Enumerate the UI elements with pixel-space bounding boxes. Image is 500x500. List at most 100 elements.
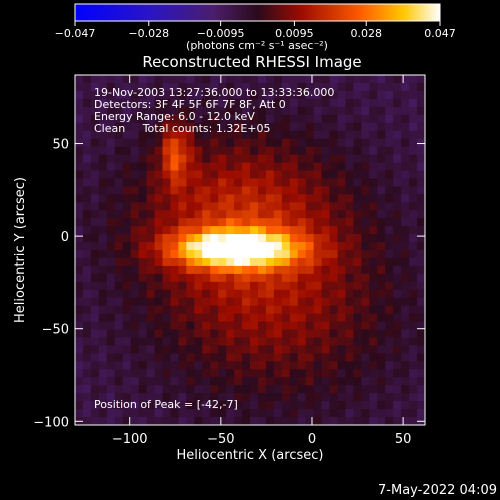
heatmap-cell xyxy=(194,329,203,338)
heatmap-cell xyxy=(98,321,108,330)
heatmap-cell xyxy=(194,186,203,195)
heatmap-cell xyxy=(257,281,267,291)
heatmap-cell xyxy=(186,98,195,108)
heatmap-cell xyxy=(369,210,378,219)
heatmap-cell xyxy=(257,313,267,322)
heatmap-cell xyxy=(106,146,116,155)
heatmap-cell xyxy=(146,226,155,235)
heatmap-cell xyxy=(265,409,275,418)
heatmap-cell xyxy=(154,305,163,315)
heatmap-cell xyxy=(345,313,354,322)
heatmap-cell xyxy=(146,250,155,259)
heatmap-cell xyxy=(289,369,299,378)
heatmap-cell xyxy=(114,265,124,275)
heatmap-cell xyxy=(345,122,354,132)
heatmap-cell xyxy=(234,385,243,394)
heatmap-cell xyxy=(393,345,402,354)
heatmap-cell xyxy=(361,361,370,370)
heatmap-cell xyxy=(353,194,362,203)
heatmap-cell xyxy=(337,154,346,163)
heatmap-cell xyxy=(130,393,140,402)
heatmap-cell xyxy=(218,329,227,338)
heatmap-cell xyxy=(106,345,116,354)
heatmap-cell xyxy=(393,194,402,203)
heatmap-cell xyxy=(417,106,426,116)
heatmap-cell xyxy=(138,138,147,147)
heatmap-cell xyxy=(409,162,418,171)
heatmap-cell xyxy=(194,210,203,219)
heatmap-cell xyxy=(186,170,195,179)
heatmap-cell xyxy=(82,194,92,203)
heatmap-cell xyxy=(122,98,132,108)
heatmap-cell xyxy=(393,210,402,219)
heatmap-cell xyxy=(130,369,140,378)
heatmap-cell xyxy=(281,82,291,92)
heatmap-cell xyxy=(170,377,179,386)
heatmap-cell xyxy=(202,305,211,315)
heatmap-cell xyxy=(226,186,235,195)
heatmap-cell xyxy=(257,377,267,386)
heatmap-cell xyxy=(281,361,291,370)
heatmap-cell xyxy=(178,130,187,140)
heatmap-cell xyxy=(234,106,243,116)
heatmap-cell xyxy=(409,154,418,163)
heatmap-cell xyxy=(138,146,147,155)
heatmap-cell xyxy=(218,369,227,378)
heatmap-cell xyxy=(273,401,283,410)
heatmap-cell xyxy=(409,90,418,100)
heatmap-cell xyxy=(257,146,267,155)
heatmap-cell xyxy=(393,218,402,227)
heatmap-cell xyxy=(377,202,386,211)
heatmap-cell xyxy=(130,289,140,299)
heatmap-cell xyxy=(369,393,378,402)
heatmap-cell xyxy=(138,114,147,124)
heatmap-cell xyxy=(82,122,92,132)
heatmap-cell xyxy=(218,297,227,307)
heatmap-cell xyxy=(250,345,259,354)
heatmap-cell xyxy=(194,82,203,92)
heatmap-cell xyxy=(250,313,259,322)
heatmap-cell xyxy=(98,210,108,219)
heatmap-cell xyxy=(257,242,267,251)
heatmap-cell xyxy=(82,114,92,124)
heatmap-cell xyxy=(218,162,227,171)
heatmap-cell xyxy=(385,297,394,307)
heatmap-cell xyxy=(98,218,108,227)
heatmap-cell xyxy=(138,178,147,187)
heatmap-cell xyxy=(369,289,378,299)
heatmap-cell xyxy=(122,377,132,386)
heatmap-cell xyxy=(289,297,299,307)
heatmap-cell xyxy=(297,186,307,195)
heatmap-cell xyxy=(122,265,132,275)
heatmap-cell xyxy=(114,194,124,203)
heatmap-cell xyxy=(106,98,116,108)
heatmap-cell xyxy=(138,250,147,259)
heatmap-cell xyxy=(329,321,338,330)
heatmap-cell xyxy=(130,353,140,362)
heatmap-cell xyxy=(234,82,243,92)
heatmap-cell xyxy=(265,305,275,315)
heatmap-cell xyxy=(210,393,219,402)
heatmap-cell xyxy=(313,162,322,171)
heatmap-cell xyxy=(305,242,315,251)
heatmap-cell xyxy=(242,329,251,338)
heatmap-cell xyxy=(297,369,307,378)
colorbar-tick-label: −0.028 xyxy=(128,27,169,40)
heatmap-cell xyxy=(146,242,155,251)
heatmap-cell xyxy=(409,146,418,155)
heatmap-cell xyxy=(130,257,140,267)
heatmap-cell xyxy=(313,138,322,147)
heatmap-cell xyxy=(146,234,155,243)
heatmap-cell xyxy=(114,146,124,155)
heatmap-cell xyxy=(305,273,315,283)
heatmap-cell xyxy=(329,122,338,132)
plot-frame xyxy=(74,74,426,426)
heatmap-cell xyxy=(162,122,171,132)
heatmap-cell xyxy=(218,82,227,92)
heatmap-cell xyxy=(281,345,291,354)
heatmap-cell xyxy=(162,194,171,203)
heatmap-cell xyxy=(409,242,418,251)
heatmap-cell xyxy=(393,98,402,108)
heatmap-cell xyxy=(345,321,354,330)
heatmap-cell xyxy=(75,178,84,187)
